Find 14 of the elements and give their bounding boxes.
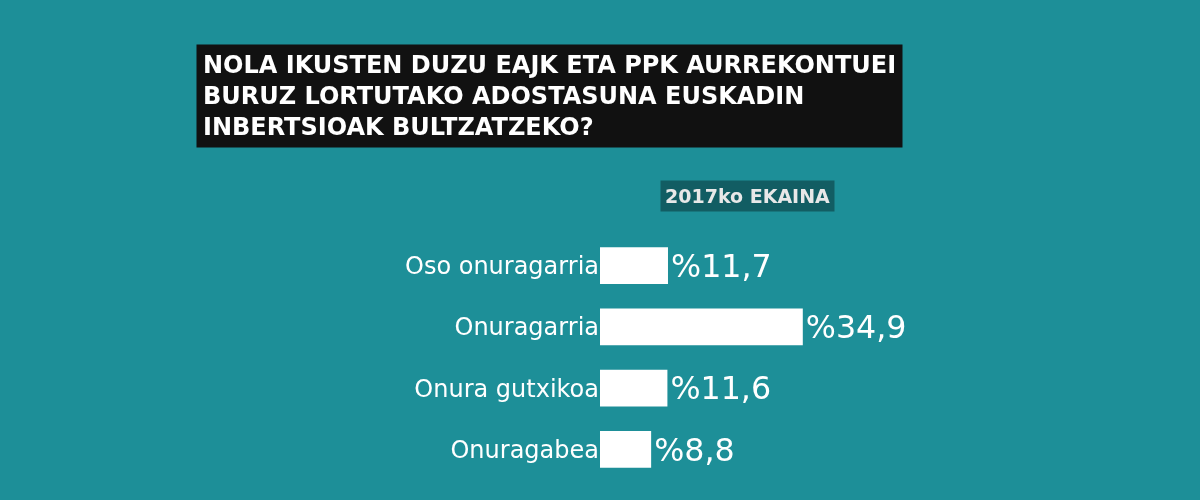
y-tick-label: Oso onuragarria — [404, 252, 599, 281]
y-tick-label: Onuragabea — [450, 435, 599, 464]
data-label: %11,7 — [671, 247, 772, 284]
y-tick-label: Onuragarria — [454, 313, 599, 342]
chart-subtitle: 2017ko EKAINA — [665, 185, 831, 207]
bar — [600, 308, 803, 346]
data-label: %11,6 — [670, 370, 772, 407]
bar — [600, 431, 652, 468]
bar — [600, 247, 668, 284]
bar — [600, 369, 668, 407]
y-tick-label: Onura gutxikoa — [414, 374, 599, 403]
chart-title: NOLA IKUSTEN DUZU EAJK ETA PPK AURREKONTUEI BURUZ LORTUTAKO ADOSTASUNA EUSKADIN INBERTSIOAK BULTZATZEKO? — [203, 51, 897, 142]
data-label: %8,8 — [654, 431, 735, 468]
data-label: %34,9 — [805, 309, 907, 346]
